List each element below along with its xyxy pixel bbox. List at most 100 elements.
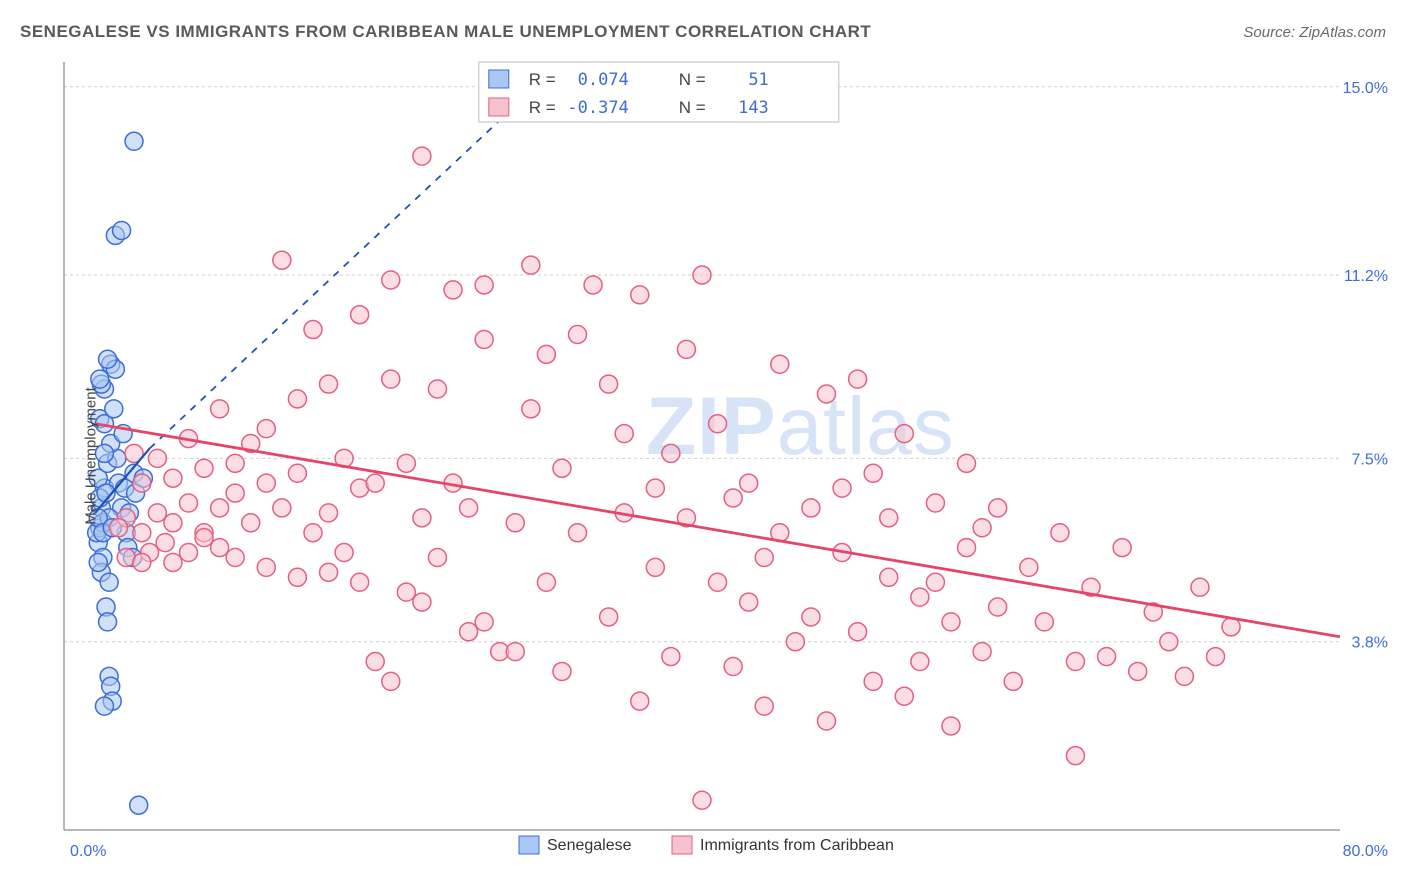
data-point	[880, 509, 898, 527]
data-point	[1020, 558, 1038, 576]
data-point	[164, 514, 182, 532]
data-point	[179, 544, 197, 562]
data-point	[257, 420, 275, 438]
data-point	[382, 370, 400, 388]
svg-text:7.5%: 7.5%	[1352, 451, 1388, 468]
legend-label: Senegalese	[547, 837, 632, 854]
data-point	[226, 548, 244, 566]
stat-r-value: 0.074	[578, 70, 629, 90]
data-point	[133, 474, 151, 492]
data-point	[288, 568, 306, 586]
legend-swatch	[489, 98, 509, 116]
data-point	[335, 544, 353, 562]
data-point	[1035, 613, 1053, 631]
data-point	[693, 266, 711, 284]
data-point	[211, 400, 229, 418]
data-point	[817, 385, 835, 403]
data-point	[926, 573, 944, 591]
y-axis-label: Male Unemployment	[82, 387, 99, 525]
data-point	[113, 221, 131, 239]
data-point	[130, 796, 148, 814]
data-point	[926, 494, 944, 512]
data-point	[615, 425, 633, 443]
data-point	[600, 375, 618, 393]
data-point	[973, 519, 991, 537]
source-value: ZipAtlas.com	[1299, 24, 1386, 41]
data-point	[226, 454, 244, 472]
data-point	[646, 558, 664, 576]
data-point	[522, 400, 540, 418]
data-point	[428, 548, 446, 566]
data-point	[382, 672, 400, 690]
data-point	[973, 643, 991, 661]
data-point	[662, 444, 680, 462]
data-point	[288, 464, 306, 482]
data-point	[1191, 578, 1209, 596]
svg-text:R =: R =	[529, 98, 556, 117]
data-point	[1129, 662, 1147, 680]
scatter-plot-svg: 3.8%7.5%11.2%15.0%ZIPatlas0.0%80.0%Seneg…	[50, 56, 1390, 892]
data-point	[537, 345, 555, 363]
data-point	[880, 568, 898, 586]
stat-r-value: -0.374	[567, 98, 628, 118]
data-point	[273, 251, 291, 269]
data-point	[506, 514, 524, 532]
data-point	[397, 583, 415, 601]
data-point	[105, 400, 123, 418]
data-point	[226, 484, 244, 502]
data-point	[475, 276, 493, 294]
data-point	[211, 499, 229, 517]
legend-swatch	[672, 836, 692, 854]
svg-text:11.2%: 11.2%	[1344, 268, 1388, 285]
data-point	[911, 653, 929, 671]
data-point	[864, 672, 882, 690]
data-point	[211, 539, 229, 557]
data-point	[849, 623, 867, 641]
data-point	[1004, 672, 1022, 690]
data-point	[755, 548, 773, 566]
data-point	[148, 449, 166, 467]
data-point	[958, 454, 976, 472]
data-point	[740, 593, 758, 611]
chart-area: Male Unemployment 3.8%7.5%11.2%15.0%ZIPa…	[50, 56, 1390, 856]
data-point	[99, 613, 117, 631]
data-point	[942, 717, 960, 735]
data-point	[631, 692, 649, 710]
data-point	[584, 276, 602, 294]
data-point	[351, 306, 369, 324]
data-point	[802, 499, 820, 517]
data-point	[351, 573, 369, 591]
data-point	[195, 459, 213, 477]
data-point	[895, 425, 913, 443]
data-point	[304, 321, 322, 339]
data-point	[382, 271, 400, 289]
legend-swatch	[489, 70, 509, 88]
data-point	[755, 697, 773, 715]
data-point	[1160, 633, 1178, 651]
legend-swatch	[519, 836, 539, 854]
data-point	[740, 474, 758, 492]
data-point	[522, 256, 540, 274]
data-point	[631, 286, 649, 304]
data-point	[989, 598, 1007, 616]
data-point	[320, 375, 338, 393]
data-point	[895, 687, 913, 705]
legend-label: Immigrants from Caribbean	[700, 837, 894, 854]
data-point	[989, 499, 1007, 517]
data-point	[646, 479, 664, 497]
data-point	[164, 553, 182, 571]
data-point	[320, 563, 338, 581]
data-point	[553, 459, 571, 477]
data-point	[709, 573, 727, 591]
data-point	[109, 519, 127, 537]
data-point	[662, 648, 680, 666]
data-point	[288, 390, 306, 408]
data-point	[1066, 653, 1084, 671]
data-point	[148, 504, 166, 522]
data-point	[771, 355, 789, 373]
data-point	[320, 504, 338, 522]
data-point	[1207, 648, 1225, 666]
svg-text:80.0%: 80.0%	[1343, 843, 1388, 860]
data-point	[460, 499, 478, 517]
svg-text:N =: N =	[679, 70, 706, 89]
